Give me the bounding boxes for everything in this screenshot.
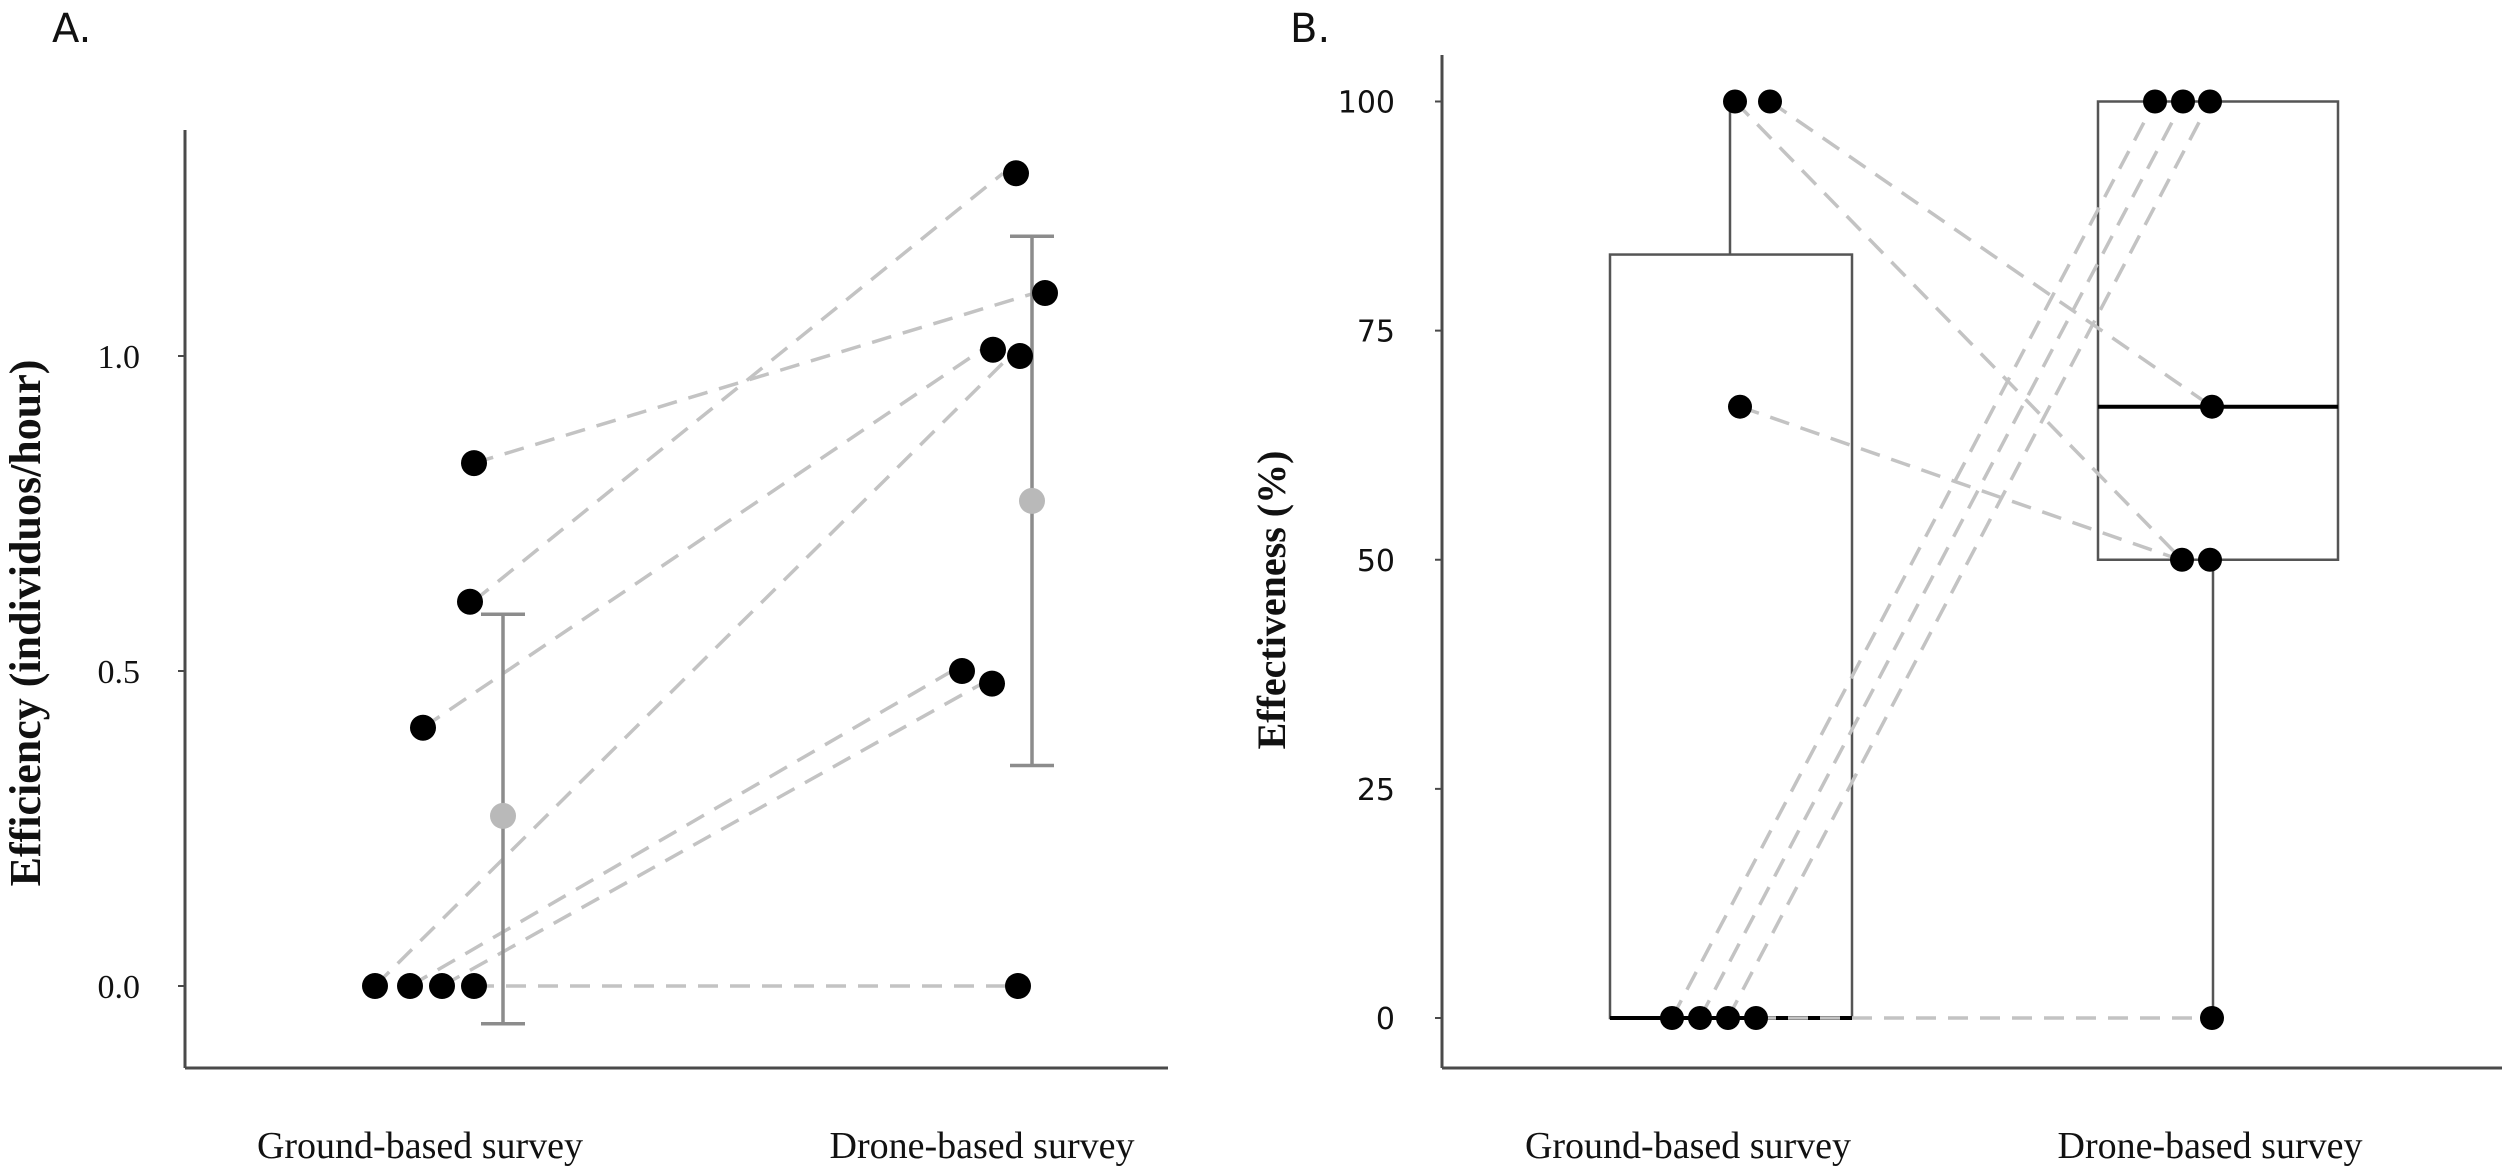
panel-b-y-tick-label: 75 [1357,315,1395,350]
panel-b-pair-line [1769,100,2213,409]
panel-a-ground-point [461,973,487,999]
panel-b-ground-point [1744,1006,1768,1030]
panel-a-pair-line [422,348,983,730]
panel-b-drone-point [2170,547,2194,572]
panel-b-ground-point [1723,89,1747,114]
panel-b-drone-point [2143,89,2167,114]
panel-a-y-tick-label: 0.5 [98,654,141,691]
panel-b-points [1660,89,2224,1030]
panel-a-drone-point [979,670,1005,697]
panel-a-x-label-ground: Ground-based survey [257,1125,583,1167]
panel-b-y-axis-label: Effectiveness (%) [1249,451,1294,750]
panel-a-pair-line [373,354,1012,988]
panel-a-ground-point [457,588,483,615]
panel-b-pair-line [1698,100,2185,1019]
panel-a-points [362,160,1058,999]
panel-a-drone-point [1003,160,1029,187]
panel-a-mean-point [1019,487,1045,514]
panel-b-pair-line [1670,100,2157,1019]
panel-b-y-tick-label: 0 [1376,1002,1395,1037]
panel-b-pair-line [1739,405,2181,562]
panel-b-y-ticks: 0 25 50 75 100 [1338,86,1442,1037]
panel-a-ground-point [410,714,436,741]
panel-b-x-label-ground: Ground-based survey [1525,1125,1851,1167]
panel-a-pair-line [471,171,1005,604]
panel-b-y-tick-label: 25 [1357,773,1395,808]
panel-a-ground-point [362,973,388,999]
panel-b-y-tick-label: 50 [1357,544,1395,579]
panel-a-ground-point [461,450,487,477]
panel-a-axes [183,130,1168,1070]
panel-b-x-labels: Ground-based survey Drone-based survey [1525,1125,2363,1167]
panel-b: B. Effectiveness (%) 0 25 50 75 100 Ground-b… [1249,6,2502,1167]
panel-b-pair-line [1733,100,2184,561]
panel-a: A. Efficiency (individuos/hour) 0.0 0.5 1.… [1,6,1168,1167]
panel-b-x-label-drone: Drone-based survey [2058,1125,2363,1167]
panel-b-drone-point [2171,89,2195,114]
panel-b-drone-point [2200,1006,2224,1030]
panel-a-pair-lines [373,171,1036,988]
panel-b-ground-point [1660,1006,1684,1030]
panel-a-x-labels: Ground-based survey Drone-based survey [257,1125,1135,1167]
panel-a-x-label-drone: Drone-based survey [830,1125,1135,1167]
panel-b-y-tick-label: 100 [1338,86,1395,121]
panel-a-y-axis-label: Efficiency (individuos/hour) [1,360,50,887]
panel-b-box [1608,253,1854,1020]
panel-b-ground-point [1758,89,1782,114]
panel-a-mean-point [490,802,516,829]
panel-b-boxes [1608,100,2340,1020]
panel-a-drone-point [980,336,1006,363]
panel-b-drone-point [2198,547,2222,572]
panel-a-ground-point [429,973,455,999]
panel-b-pair-lines [1670,100,2213,1020]
panel-b-pair-line [1726,100,2212,1019]
panel-a-drone-point [949,658,975,684]
panel-a-error-bars [481,234,1054,1026]
panel-b-ground-point [1688,1006,1712,1030]
panel-a-pair-line [473,291,1036,465]
panel-a-drone-point [1005,973,1031,999]
panel-b-drone-point [2200,394,2224,419]
panel-b-box [2096,100,2340,561]
panel-b-ground-point [1728,394,1752,419]
panel-a-drone-point [1007,343,1033,369]
panel-b-ground-point [1716,1006,1740,1030]
panel-a-pair-line [409,669,953,988]
panel-a-pair-line [441,682,983,988]
panel-b-drone-point [2198,89,2222,114]
panel-a-y-tick-label: 1.0 [98,339,141,376]
panel-b-axes [1440,55,2502,1070]
panel-b-label: B. [1290,6,1330,52]
panel-a-drone-point [1032,280,1058,306]
panel-a-label: A. [52,6,91,52]
panel-a-y-ticks: 0.0 0.5 1.0 [98,339,185,1006]
panel-a-ground-point [397,973,423,999]
panel-a-y-tick-label: 0.0 [98,969,141,1006]
